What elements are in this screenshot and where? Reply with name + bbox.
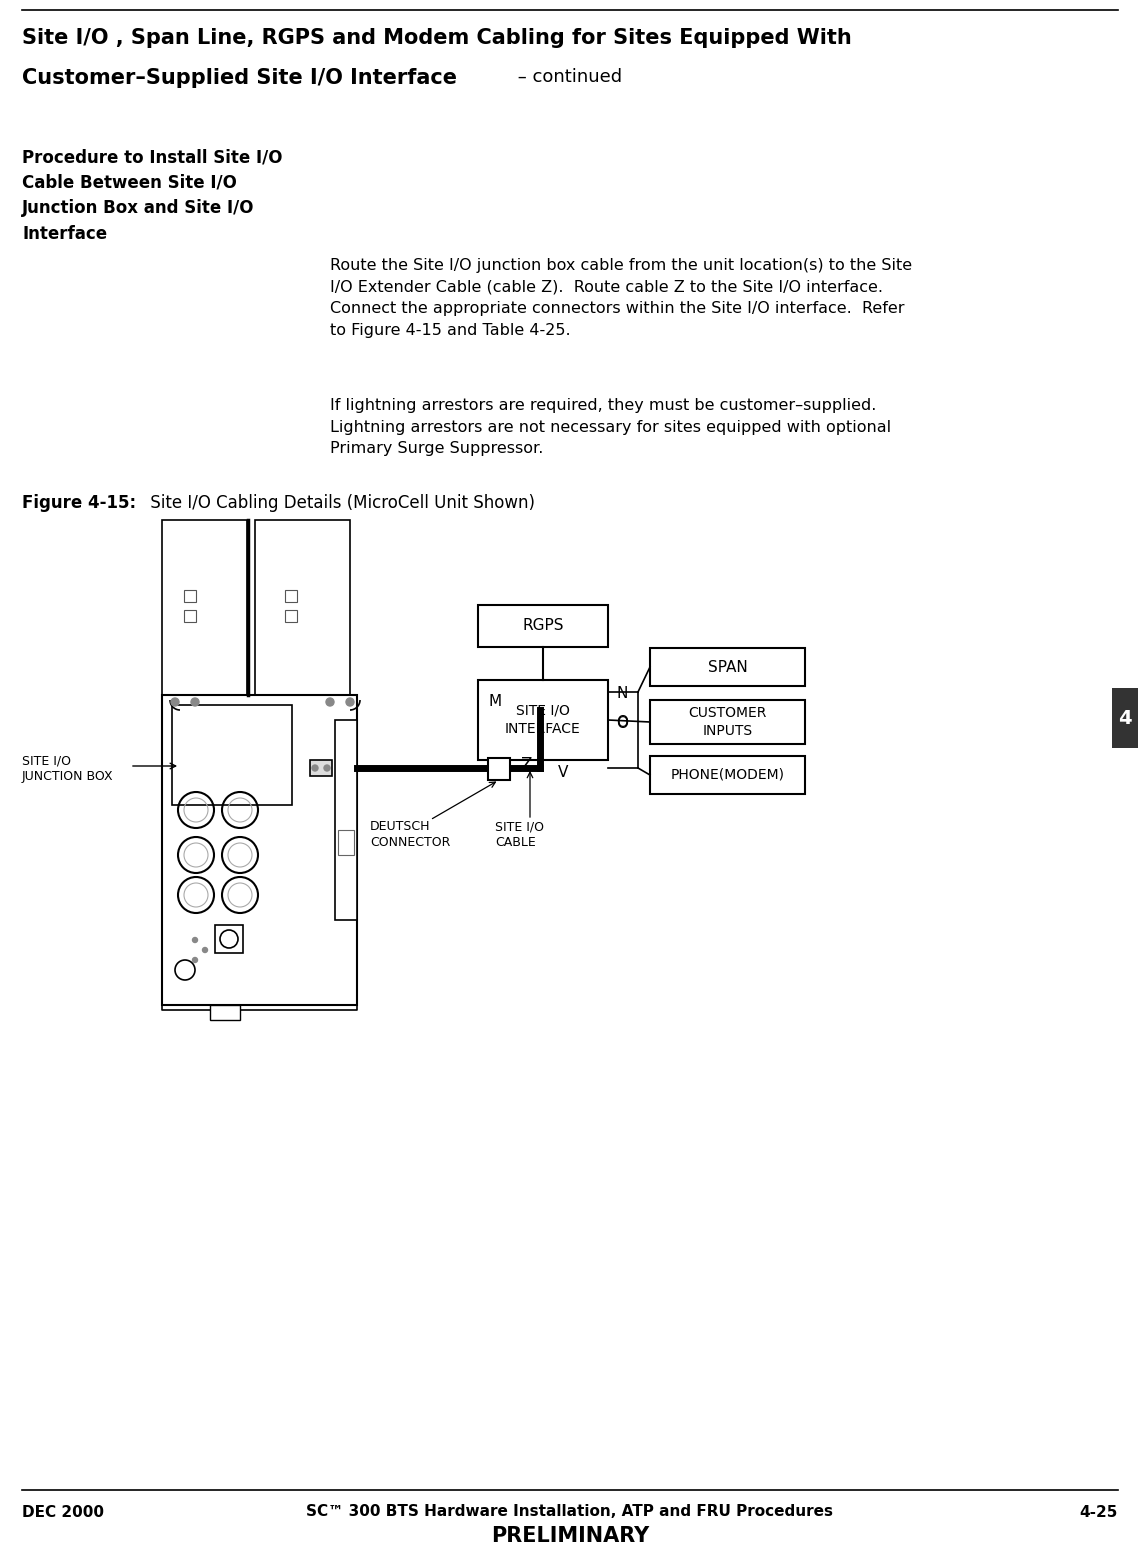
Bar xyxy=(210,1005,241,1019)
Bar xyxy=(478,605,608,646)
Bar xyxy=(215,925,243,953)
Text: Route the Site I/O junction box cable from the unit location(s) to the Site
I/O : Route the Site I/O junction box cable fr… xyxy=(329,258,912,337)
Bar xyxy=(650,755,805,794)
Text: DEC 2000: DEC 2000 xyxy=(22,1504,104,1520)
Text: RGPS: RGPS xyxy=(522,618,564,634)
Text: DEUTSCH
CONNECTOR: DEUTSCH CONNECTOR xyxy=(370,821,450,848)
Bar xyxy=(310,760,332,775)
Circle shape xyxy=(203,948,207,953)
Bar xyxy=(255,521,350,695)
Text: Z: Z xyxy=(520,755,531,774)
Bar xyxy=(184,591,196,601)
Circle shape xyxy=(347,698,355,706)
Text: 4-25: 4-25 xyxy=(1080,1504,1118,1520)
Text: PHONE(MODEM): PHONE(MODEM) xyxy=(670,768,784,782)
Text: Figure 4-15:: Figure 4-15: xyxy=(22,494,136,511)
Text: SITE I/O
CABLE: SITE I/O CABLE xyxy=(495,821,544,848)
Bar xyxy=(162,695,357,1005)
Text: SITE I/O
JUNCTION BOX: SITE I/O JUNCTION BOX xyxy=(22,754,114,783)
Text: 4: 4 xyxy=(1118,709,1132,727)
Text: O: O xyxy=(616,716,628,730)
Circle shape xyxy=(326,698,334,706)
Text: SC™ 300 BTS Hardware Installation, ATP and FRU Procedures: SC™ 300 BTS Hardware Installation, ATP a… xyxy=(307,1504,833,1518)
Text: CUSTOMER
INPUTS: CUSTOMER INPUTS xyxy=(689,707,767,738)
Bar xyxy=(488,758,510,780)
Circle shape xyxy=(193,957,197,962)
Bar xyxy=(478,681,608,760)
Text: If lightning arrestors are required, they must be customer–supplied.
Lightning a: If lightning arrestors are required, the… xyxy=(329,398,891,457)
Bar xyxy=(285,611,298,622)
Circle shape xyxy=(171,698,179,706)
Text: Site I/O Cabling Details (MicroCell Unit Shown): Site I/O Cabling Details (MicroCell Unit… xyxy=(145,494,535,511)
Bar xyxy=(285,591,298,601)
Text: SPAN: SPAN xyxy=(708,659,748,674)
Text: SITE I/O
INTERFACE: SITE I/O INTERFACE xyxy=(505,704,581,737)
Text: N: N xyxy=(616,685,627,701)
Bar xyxy=(650,648,805,685)
Bar xyxy=(162,521,247,695)
Bar xyxy=(335,720,357,920)
Text: Procedure to Install Site I/O
Cable Between Site I/O
Junction Box and Site I/O
I: Procedure to Install Site I/O Cable Betw… xyxy=(22,148,283,242)
Text: M: M xyxy=(488,695,502,709)
Text: Customer–Supplied Site I/O Interface: Customer–Supplied Site I/O Interface xyxy=(22,68,457,89)
Circle shape xyxy=(324,765,329,771)
Text: PRELIMINARY: PRELIMINARY xyxy=(491,1526,649,1546)
Circle shape xyxy=(192,698,200,706)
Bar xyxy=(650,699,805,744)
Text: V: V xyxy=(557,765,569,780)
Circle shape xyxy=(193,937,197,942)
Text: Site I/O , Span Line, RGPS and Modem Cabling for Sites Equipped With: Site I/O , Span Line, RGPS and Modem Cab… xyxy=(22,28,852,48)
Bar xyxy=(337,830,355,855)
Bar xyxy=(172,706,292,805)
Circle shape xyxy=(312,765,318,771)
Text: O: O xyxy=(616,715,628,730)
Bar xyxy=(1112,688,1138,747)
Bar xyxy=(184,611,196,622)
Text: – continued: – continued xyxy=(512,68,622,85)
